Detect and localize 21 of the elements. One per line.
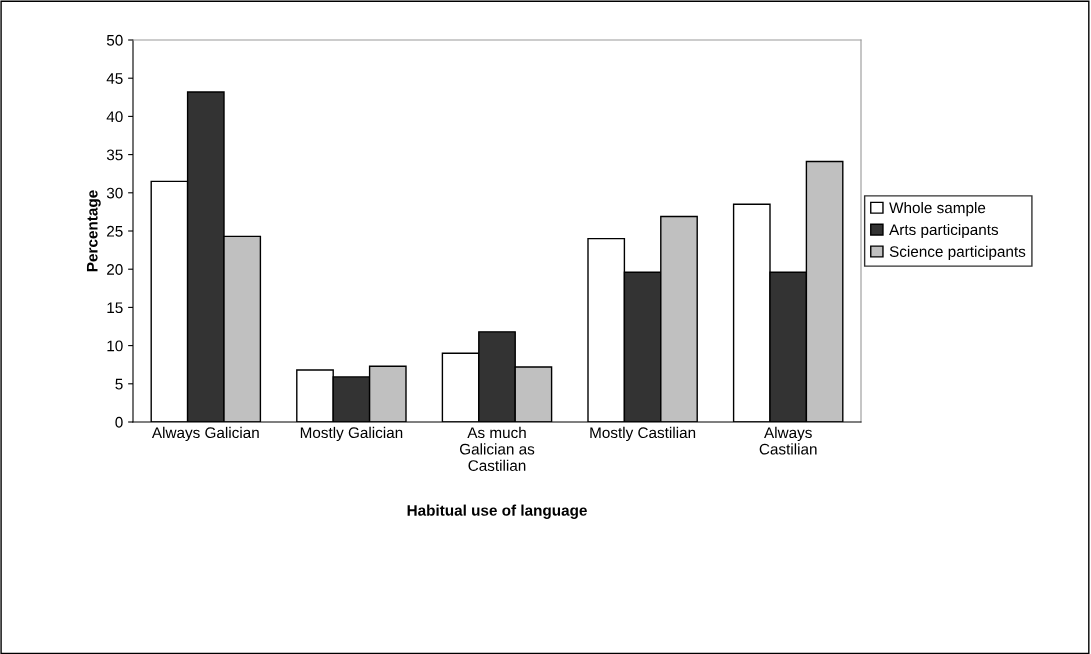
y-tick-label: 5 xyxy=(115,378,123,390)
x-tick-label: Always Castilian xyxy=(759,426,817,455)
y-tick-label: 15 xyxy=(107,302,123,314)
y-axis-title: Percentage xyxy=(86,190,101,272)
legend-label: Arts participants xyxy=(889,223,999,239)
x-tick-label: Mostly Galician xyxy=(300,426,403,442)
y-tick-label: 10 xyxy=(107,340,123,352)
y-tick-label: 40 xyxy=(106,111,123,123)
y-tick-label: 30 xyxy=(106,187,123,199)
y-tick-label: 35 xyxy=(106,149,123,161)
y-tick-label: 45 xyxy=(106,73,123,84)
legend-label: Whole sample xyxy=(889,202,986,217)
x-tick-label: As much Galician as Castilian xyxy=(459,426,535,471)
y-tick-label: 20 xyxy=(107,264,123,275)
y-tick-label: 50 xyxy=(106,34,123,46)
legend-label: Science participants xyxy=(889,245,1026,260)
x-tick-label: Always Galician xyxy=(151,426,259,442)
x-axis-title: Habitual use of language xyxy=(407,504,587,519)
x-tick-label: Mostly Castilian xyxy=(590,426,696,442)
y-tick-label: 25 xyxy=(107,225,123,237)
y-tick-label: 0 xyxy=(115,416,123,428)
